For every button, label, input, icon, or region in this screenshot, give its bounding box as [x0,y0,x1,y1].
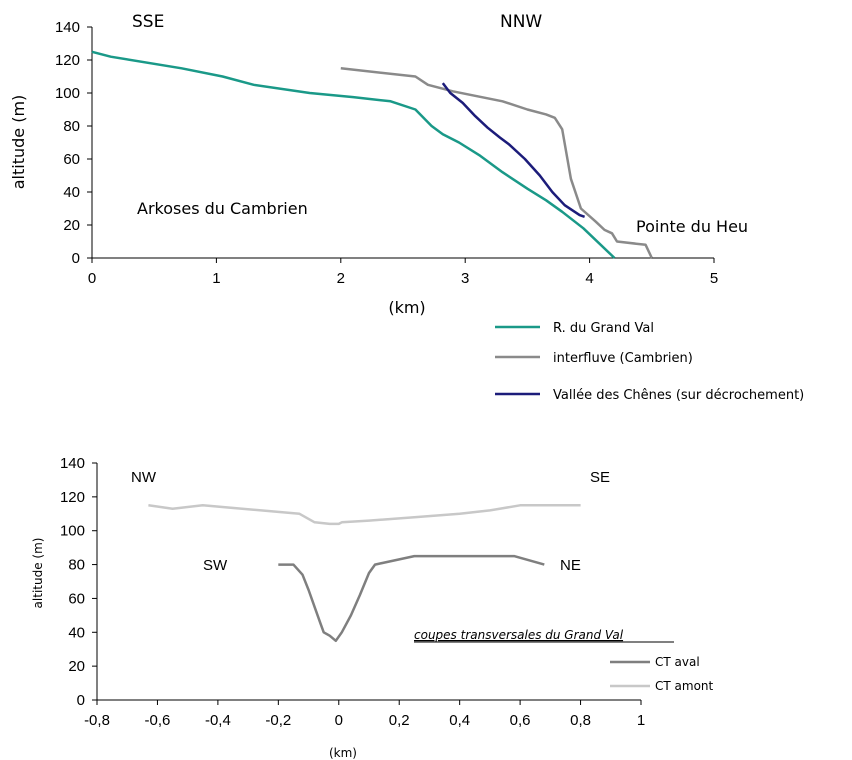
top-y-tick-label: 100 [55,85,80,102]
bottom-chart: 0 20 40 60 80 100 120 140 -0,8 -0,6 -0,4 -0,2 0 0,2 0… [31,455,714,760]
bottom-x-tick-label: 0,4 [449,712,470,729]
bottom-y-axis-label: altitude (m) [31,538,45,609]
top-y-tick-label: 60 [63,151,80,168]
label-nw: NW [131,469,157,486]
bottom-x-ticks: -0,8 -0,6 -0,4 -0,2 0 0,2 0,4 0,6 0,8 1 [84,700,645,729]
top-y-axis-label: altitude (m) [9,95,28,190]
bottom-series-line-2 [148,504,581,526]
legend-item-interfluve: interfluve (Cambrien) [495,351,693,366]
top-y-tick-label: 80 [63,118,80,135]
label-sw: SW [203,557,228,574]
bottom-y-tick-label: 100 [60,523,85,540]
bottom-x-tick-label: 0 [335,712,343,729]
top-y-tick-label: 120 [55,52,80,69]
label-arkoses: Arkoses du Cambrien [137,199,308,218]
bottom-x-tick-label: -0,2 [265,712,291,729]
legend-title: coupes transversales du Grand Val [414,628,624,642]
top-x-tick-label: 0 [88,270,96,287]
bottom-series-group [148,504,581,643]
top-x-tick-label: 3 [461,270,469,287]
bottom-x-axis-label: (km) [329,746,357,760]
top-x-tick-label: 4 [585,270,593,287]
top-x-tick-label: 5 [710,270,718,287]
bottom-y-tick-label: 40 [68,624,85,641]
legend-item-ct-aval: CT aval [610,655,700,669]
bottom-x-tick-label: -0,6 [145,712,171,729]
top-plot-area [91,27,714,259]
top-y-tick-label: 40 [63,184,80,201]
top-series-line-1 [91,50,616,259]
bottom-x-tick-label: 1 [637,712,645,729]
bottom-y-tick-label: 120 [60,489,85,506]
legend-label-grand-val: R. du Grand Val [553,321,654,336]
bottom-x-tick-label: -0,4 [205,712,231,729]
bottom-y-ticks: 0 20 40 60 80 100 120 140 [60,455,97,709]
bottom-plot-area [96,463,641,701]
label-nnw: NNW [500,12,542,32]
top-y-tick-label: 0 [72,250,80,267]
legend-item-ct-amont: CT amont [610,679,714,693]
top-series-group [91,50,653,259]
top-y-tick-label: 140 [55,19,80,36]
top-x-axis-label: (km) [388,298,425,317]
top-legend: R. du Grand Val interfluve (Cambrien) Va… [495,321,804,403]
legend-item-grand-val: R. du Grand Val [495,321,654,336]
top-series-line-3 [441,82,586,218]
top-series-line-2 [340,67,653,259]
bottom-y-tick-label: 20 [68,658,85,675]
top-x-tick-label: 2 [337,270,345,287]
bottom-x-tick-label: 0,8 [570,712,591,729]
bottom-x-tick-label: 0,2 [389,712,410,729]
bottom-x-tick-label: -0,8 [84,712,110,729]
legend-item-vallee: Vallée des Chênes (sur décrochement) [495,388,804,403]
bottom-series-line-1 [278,554,545,643]
legend-label-vallee: Vallée des Chênes (sur décrochement) [553,388,804,403]
label-se: SE [590,469,610,486]
legend-label-interfluve: interfluve (Cambrien) [553,351,693,366]
top-chart: 0 20 40 60 80 100 120 140 0 1 2 3 4 5 altitude (m) (… [9,12,804,403]
legend-label-ct-aval: CT aval [655,655,700,669]
bottom-y-tick-label: 0 [77,692,85,709]
bottom-y-tick-label: 60 [68,590,85,607]
top-x-ticks: 0 1 2 3 4 5 [88,258,718,287]
label-pointe-du-heu: Pointe du Heu [636,217,748,236]
bottom-x-tick-label: 0,6 [510,712,531,729]
top-x-tick-label: 1 [212,270,220,287]
legend-label-ct-amont: CT amont [655,679,714,693]
top-y-tick-label: 20 [63,217,80,234]
label-sse: SSE [132,12,164,32]
bottom-legend: coupes transversales du Grand Val CT ava… [414,628,714,693]
top-y-ticks: 0 20 40 60 80 100 120 140 [55,19,92,267]
bottom-y-tick-label: 80 [68,557,85,574]
label-ne: NE [560,557,581,574]
bottom-y-tick-label: 140 [60,455,85,472]
